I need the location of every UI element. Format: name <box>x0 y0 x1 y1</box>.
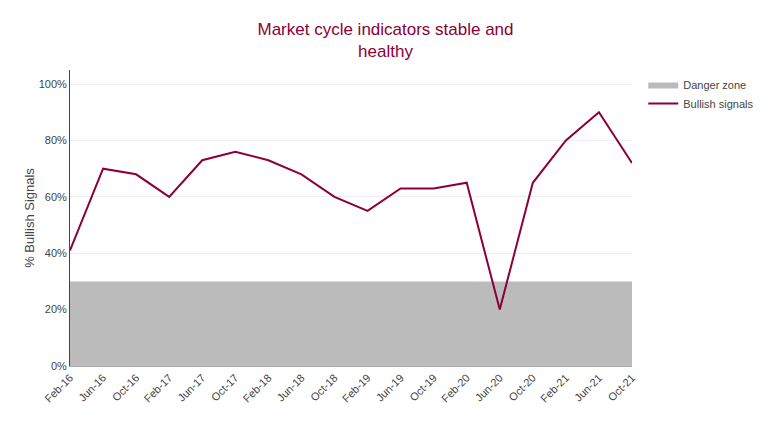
svg-text:Feb-17: Feb-17 <box>141 372 174 405</box>
svg-text:100%: 100% <box>39 78 67 90</box>
svg-text:40%: 40% <box>45 247 67 259</box>
svg-text:Feb-20: Feb-20 <box>439 372 472 405</box>
svg-text:Bullish signals: Bullish signals <box>683 98 753 110</box>
svg-text:Oct-17: Oct-17 <box>209 372 241 404</box>
svg-text:Market cycle indicators stable: Market cycle indicators stable andhealth… <box>257 20 513 61</box>
svg-text:Feb-18: Feb-18 <box>241 372 274 405</box>
svg-text:Jun-20: Jun-20 <box>473 372 505 404</box>
svg-text:60%: 60% <box>45 191 67 203</box>
svg-text:Oct-16: Oct-16 <box>110 372 142 404</box>
svg-text:Jun-16: Jun-16 <box>76 372 108 404</box>
svg-text:20%: 20% <box>45 303 67 315</box>
svg-text:Feb-16: Feb-16 <box>42 372 75 405</box>
svg-text:Oct-21: Oct-21 <box>605 372 637 404</box>
svg-text:Feb-19: Feb-19 <box>340 372 373 405</box>
svg-text:Jun-21: Jun-21 <box>572 372 604 404</box>
svg-text:Jun-18: Jun-18 <box>274 372 306 404</box>
svg-text:80%: 80% <box>45 134 67 146</box>
svg-text:Feb-21: Feb-21 <box>538 372 571 405</box>
svg-text:Oct-20: Oct-20 <box>506 372 538 404</box>
svg-text:0%: 0% <box>51 360 67 372</box>
svg-text:Oct-18: Oct-18 <box>308 372 340 404</box>
svg-text:Oct-19: Oct-19 <box>407 372 439 404</box>
svg-text:Danger zone: Danger zone <box>683 79 746 91</box>
svg-text:Jun-19: Jun-19 <box>374 372 406 404</box>
svg-text:% Bullish Signals: % Bullish Signals <box>22 168 37 268</box>
svg-text:Jun-17: Jun-17 <box>175 372 207 404</box>
